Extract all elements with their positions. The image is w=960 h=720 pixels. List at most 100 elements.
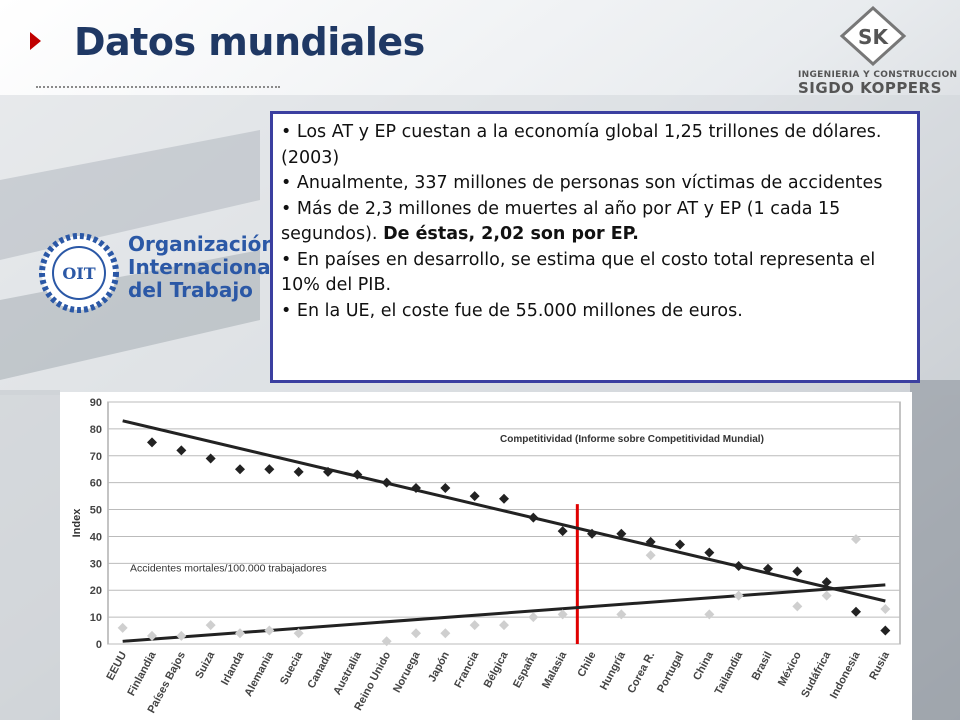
x-tick-label: Malasia: [540, 649, 570, 691]
x-tick-label: Irlanda: [219, 649, 247, 687]
title-arrow-icon: [30, 32, 41, 50]
competitiveness-point: [440, 483, 451, 494]
oit-emblem-text: OIT: [62, 264, 95, 283]
competitiveness-point: [205, 453, 216, 464]
y-tick-label: 40: [90, 531, 102, 543]
x-tick-label: Canadá: [305, 649, 335, 690]
accident-point: [528, 612, 539, 623]
x-tick-label: Indonesia: [828, 649, 863, 701]
bullet-text: Anualmente, 337 millones de personas son…: [296, 173, 883, 193]
bullet-text: En la UE, el coste fue de 55.000 millone…: [296, 300, 743, 321]
x-tick-label: Francia: [452, 649, 481, 690]
logo-line-1: INGENIERIA Y CONSTRUCCION: [798, 70, 958, 80]
bullet-item: • Anualmente, 337 millones de personas s…: [281, 173, 883, 193]
accident-point: [205, 620, 216, 631]
x-tick-label: Japón: [426, 650, 452, 684]
oit-line-1: Organización: [128, 232, 276, 256]
bullet-text: En países en desarrollo, se estima que e…: [281, 249, 876, 296]
x-tick-label: México: [776, 650, 804, 689]
competitiveness-point: [763, 563, 773, 574]
x-tick-label: Alemania: [242, 649, 276, 699]
x-tick-label: Bélgica: [482, 649, 511, 690]
accident-point: [557, 609, 568, 620]
competitiveness-point: [587, 528, 597, 539]
competitiveness-point: [264, 464, 275, 475]
x-tick-label: Chile: [575, 650, 598, 679]
bullet-text: Los AT y EP cuestan a la economía global…: [281, 122, 882, 168]
competitiveness-point: [147, 437, 157, 448]
accident-point: [469, 620, 480, 631]
accident-point: [264, 625, 275, 636]
accident-point: [117, 622, 128, 633]
x-tick-label: España: [511, 649, 540, 690]
competitiveness-point: [880, 625, 891, 636]
x-tick-label: Rusia: [867, 649, 892, 682]
competitiveness-point: [235, 464, 245, 475]
oit-line-3: del Trabajo: [128, 278, 253, 302]
x-tick-label: Portugal: [655, 650, 687, 695]
plot-area: [107, 401, 901, 645]
x-tick-label: Suecia: [278, 649, 306, 687]
accident-point: [293, 628, 304, 639]
x-tick-label: Australia: [331, 649, 364, 697]
competitiveness-point: [792, 566, 803, 577]
competitiveness-point: [851, 606, 861, 617]
competitiveness-point: [528, 512, 539, 523]
competitiveness-point: [293, 466, 304, 477]
oit-logo-text: Organización Internacional del Trabajo: [128, 233, 277, 302]
series-label-competitividad: Competitividad (Informe sobre Competitiv…: [500, 434, 764, 445]
accident-point: [733, 590, 744, 601]
competitiveness-point: [704, 547, 715, 558]
y-tick-label: 30: [90, 558, 102, 570]
x-tick-label: Brasil: [750, 650, 775, 683]
y-tick-label: 20: [90, 585, 102, 597]
bullet-box: • Los AT y EP cuestan a la economía glob…: [270, 111, 920, 383]
bullet-item: • En países en desarrollo, se estima que…: [281, 249, 876, 296]
accident-point: [704, 609, 715, 620]
accident-point: [147, 630, 157, 641]
series-label-accidentes: Accidentes mortales/100.000 trabajadores: [130, 562, 327, 574]
x-tick-label: Hungría: [598, 649, 629, 692]
logo-line-2: SIGDO KOPPERS: [798, 79, 942, 97]
bullet-bold-text: De éstas, 2,02 son por EP.: [383, 224, 639, 244]
accident-point: [616, 609, 627, 620]
x-tick-label: Tailandia: [713, 649, 746, 697]
y-tick-label: 90: [90, 397, 102, 409]
competitiveness-point: [469, 491, 480, 502]
oit-line-2: Internacional: [128, 255, 278, 279]
y-tick-label: 0: [96, 639, 102, 651]
y-axis-label: Index: [71, 508, 83, 538]
competitiveness-point: [733, 561, 744, 572]
competitiveness-point: [557, 526, 568, 537]
accident-point: [381, 636, 392, 647]
competitiveness-chart: 0102030405060708090IndexEEUUFinlandiaPaí…: [60, 392, 912, 720]
y-tick-label: 70: [90, 451, 102, 463]
bullet-item: • Más de 2,3 millones de muertes al año …: [281, 198, 841, 245]
accident-point: [235, 628, 245, 639]
y-tick-label: 60: [90, 478, 102, 490]
sk-logo-mark: SK: [858, 25, 889, 49]
bullet-item: • En la UE, el coste fue de 55.000 millo…: [281, 300, 743, 321]
competitiveness-point: [381, 477, 392, 488]
competitiveness-point: [352, 469, 363, 480]
accident-point: [411, 628, 421, 639]
x-tick-label: Suiza: [193, 649, 217, 681]
accident-point: [792, 601, 803, 612]
trend-line: [122, 583, 886, 643]
bullet-text: Más de 2,3 millones de muertes al año po…: [281, 198, 841, 245]
competitiveness-point: [616, 528, 627, 539]
competitiveness-point: [675, 539, 685, 550]
page-title: Datos mundiales: [74, 20, 425, 64]
oit-emblem-icon: OIT: [39, 233, 119, 313]
accident-point: [176, 630, 187, 641]
x-tick-label: China: [691, 649, 716, 682]
accident-point: [880, 604, 891, 615]
competitiveness-point: [645, 536, 656, 547]
competitiveness-point: [176, 445, 187, 456]
x-tick-label: Finlandia: [125, 649, 159, 698]
bullet-item: • Los AT y EP cuestan a la economía glob…: [281, 122, 882, 168]
y-tick-label: 50: [90, 505, 102, 517]
competitiveness-point: [323, 466, 333, 477]
competitiveness-point: [821, 577, 832, 588]
x-tick-label: Corea R.: [625, 650, 657, 696]
